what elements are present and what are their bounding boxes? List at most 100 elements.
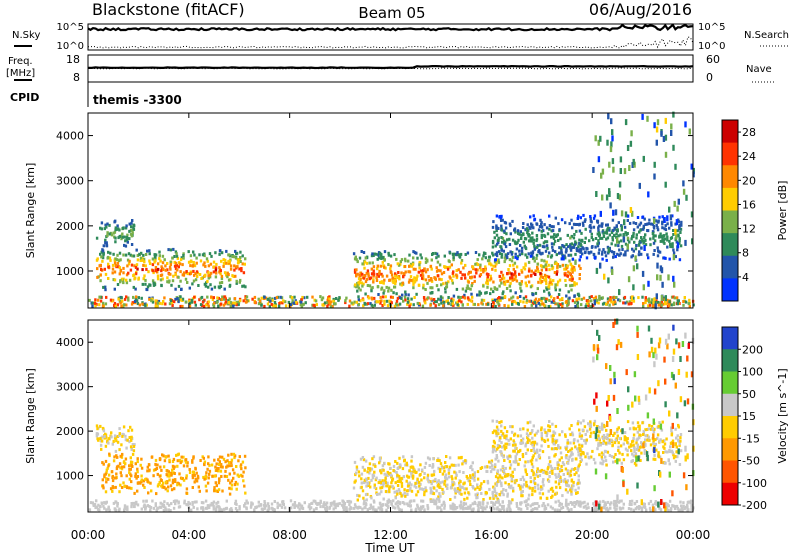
data-cell <box>388 279 390 282</box>
data-cell <box>462 471 464 474</box>
data-cell <box>642 271 644 277</box>
data-cell <box>486 273 488 276</box>
data-cell <box>407 301 409 304</box>
data-cell <box>569 278 571 281</box>
data-cell <box>114 237 116 240</box>
data-cell <box>105 273 107 276</box>
data-cell <box>552 236 554 239</box>
data-cell <box>203 478 205 481</box>
data-cell <box>638 434 640 437</box>
data-cell <box>627 420 629 423</box>
data-cell <box>210 255 212 258</box>
data-cell <box>123 244 125 247</box>
data-cell <box>593 458 595 461</box>
data-cell <box>611 444 613 447</box>
data-cell <box>443 483 445 486</box>
data-cell <box>460 507 462 510</box>
data-cell <box>224 470 226 473</box>
data-cell <box>676 296 678 299</box>
data-cell <box>401 509 403 512</box>
data-cell <box>452 282 454 285</box>
data-cell <box>608 247 610 253</box>
data-cell <box>632 444 634 447</box>
data-cell <box>183 274 185 277</box>
data-cell <box>621 453 623 456</box>
data-cell <box>571 458 573 461</box>
data-cell <box>585 228 587 231</box>
data-cell <box>224 271 226 274</box>
data-cell <box>440 283 442 286</box>
data-cell <box>122 227 124 230</box>
data-cell <box>602 437 604 440</box>
data-cell <box>469 504 471 507</box>
data-cell <box>578 264 580 267</box>
data-cell <box>392 291 394 294</box>
data-cell <box>413 499 415 502</box>
data-cell <box>292 302 294 305</box>
data-cell <box>551 472 553 475</box>
data-cell <box>137 481 139 484</box>
data-cell <box>601 455 603 458</box>
data-cell <box>662 440 664 443</box>
data-cell <box>613 506 615 509</box>
data-cell <box>204 461 206 464</box>
data-cell <box>415 493 417 496</box>
data-cell <box>579 501 581 504</box>
data-cell <box>559 486 561 489</box>
data-cell <box>572 258 574 261</box>
data-cell <box>101 221 103 224</box>
data-cell <box>558 304 560 307</box>
data-cell <box>584 251 586 254</box>
data-cell <box>217 305 219 308</box>
data-cell <box>499 436 501 439</box>
data-cell <box>362 497 364 500</box>
data-cell <box>638 250 640 253</box>
data-cell <box>126 264 128 267</box>
data-cell <box>595 237 597 240</box>
data-cell <box>319 295 321 298</box>
data-cell <box>661 237 663 243</box>
data-cell <box>377 285 379 288</box>
data-cell <box>491 268 493 271</box>
data-cell <box>117 283 119 286</box>
data-cell <box>419 463 421 466</box>
data-cell <box>205 507 207 510</box>
data-cell <box>575 492 577 495</box>
data-cell <box>522 232 524 235</box>
data-cell <box>113 459 115 462</box>
data-cell <box>390 481 392 484</box>
colorbar-segment <box>722 256 738 279</box>
data-cell <box>496 426 498 429</box>
data-cell <box>154 283 156 286</box>
data-cell <box>422 500 424 503</box>
data-cell <box>438 492 440 495</box>
data-cell <box>544 440 546 443</box>
data-cell <box>519 283 521 286</box>
data-cell <box>680 433 682 436</box>
data-cell <box>231 459 233 462</box>
data-cell <box>369 507 371 510</box>
data-cell <box>540 488 542 491</box>
data-cell <box>128 471 130 474</box>
data-cell <box>412 474 414 477</box>
data-cell <box>623 237 625 243</box>
data-cell <box>105 508 107 511</box>
data-cell <box>371 457 373 460</box>
data-cell <box>231 484 233 487</box>
data-cell <box>133 228 135 231</box>
data-cell <box>578 444 580 447</box>
data-cell <box>191 299 193 302</box>
data-cell <box>661 295 663 301</box>
data-cell <box>422 305 424 308</box>
data-cell <box>107 464 109 467</box>
data-cell <box>534 434 536 437</box>
colorbar-tick-label: 24 <box>742 150 756 163</box>
data-cell <box>613 500 615 503</box>
data-cell <box>567 265 569 268</box>
data-cell <box>530 237 532 240</box>
data-cell <box>615 296 617 299</box>
data-cell <box>498 261 500 264</box>
data-cell <box>208 305 210 308</box>
colorbar-tick-label: 8 <box>742 247 749 260</box>
data-cell <box>548 420 550 423</box>
